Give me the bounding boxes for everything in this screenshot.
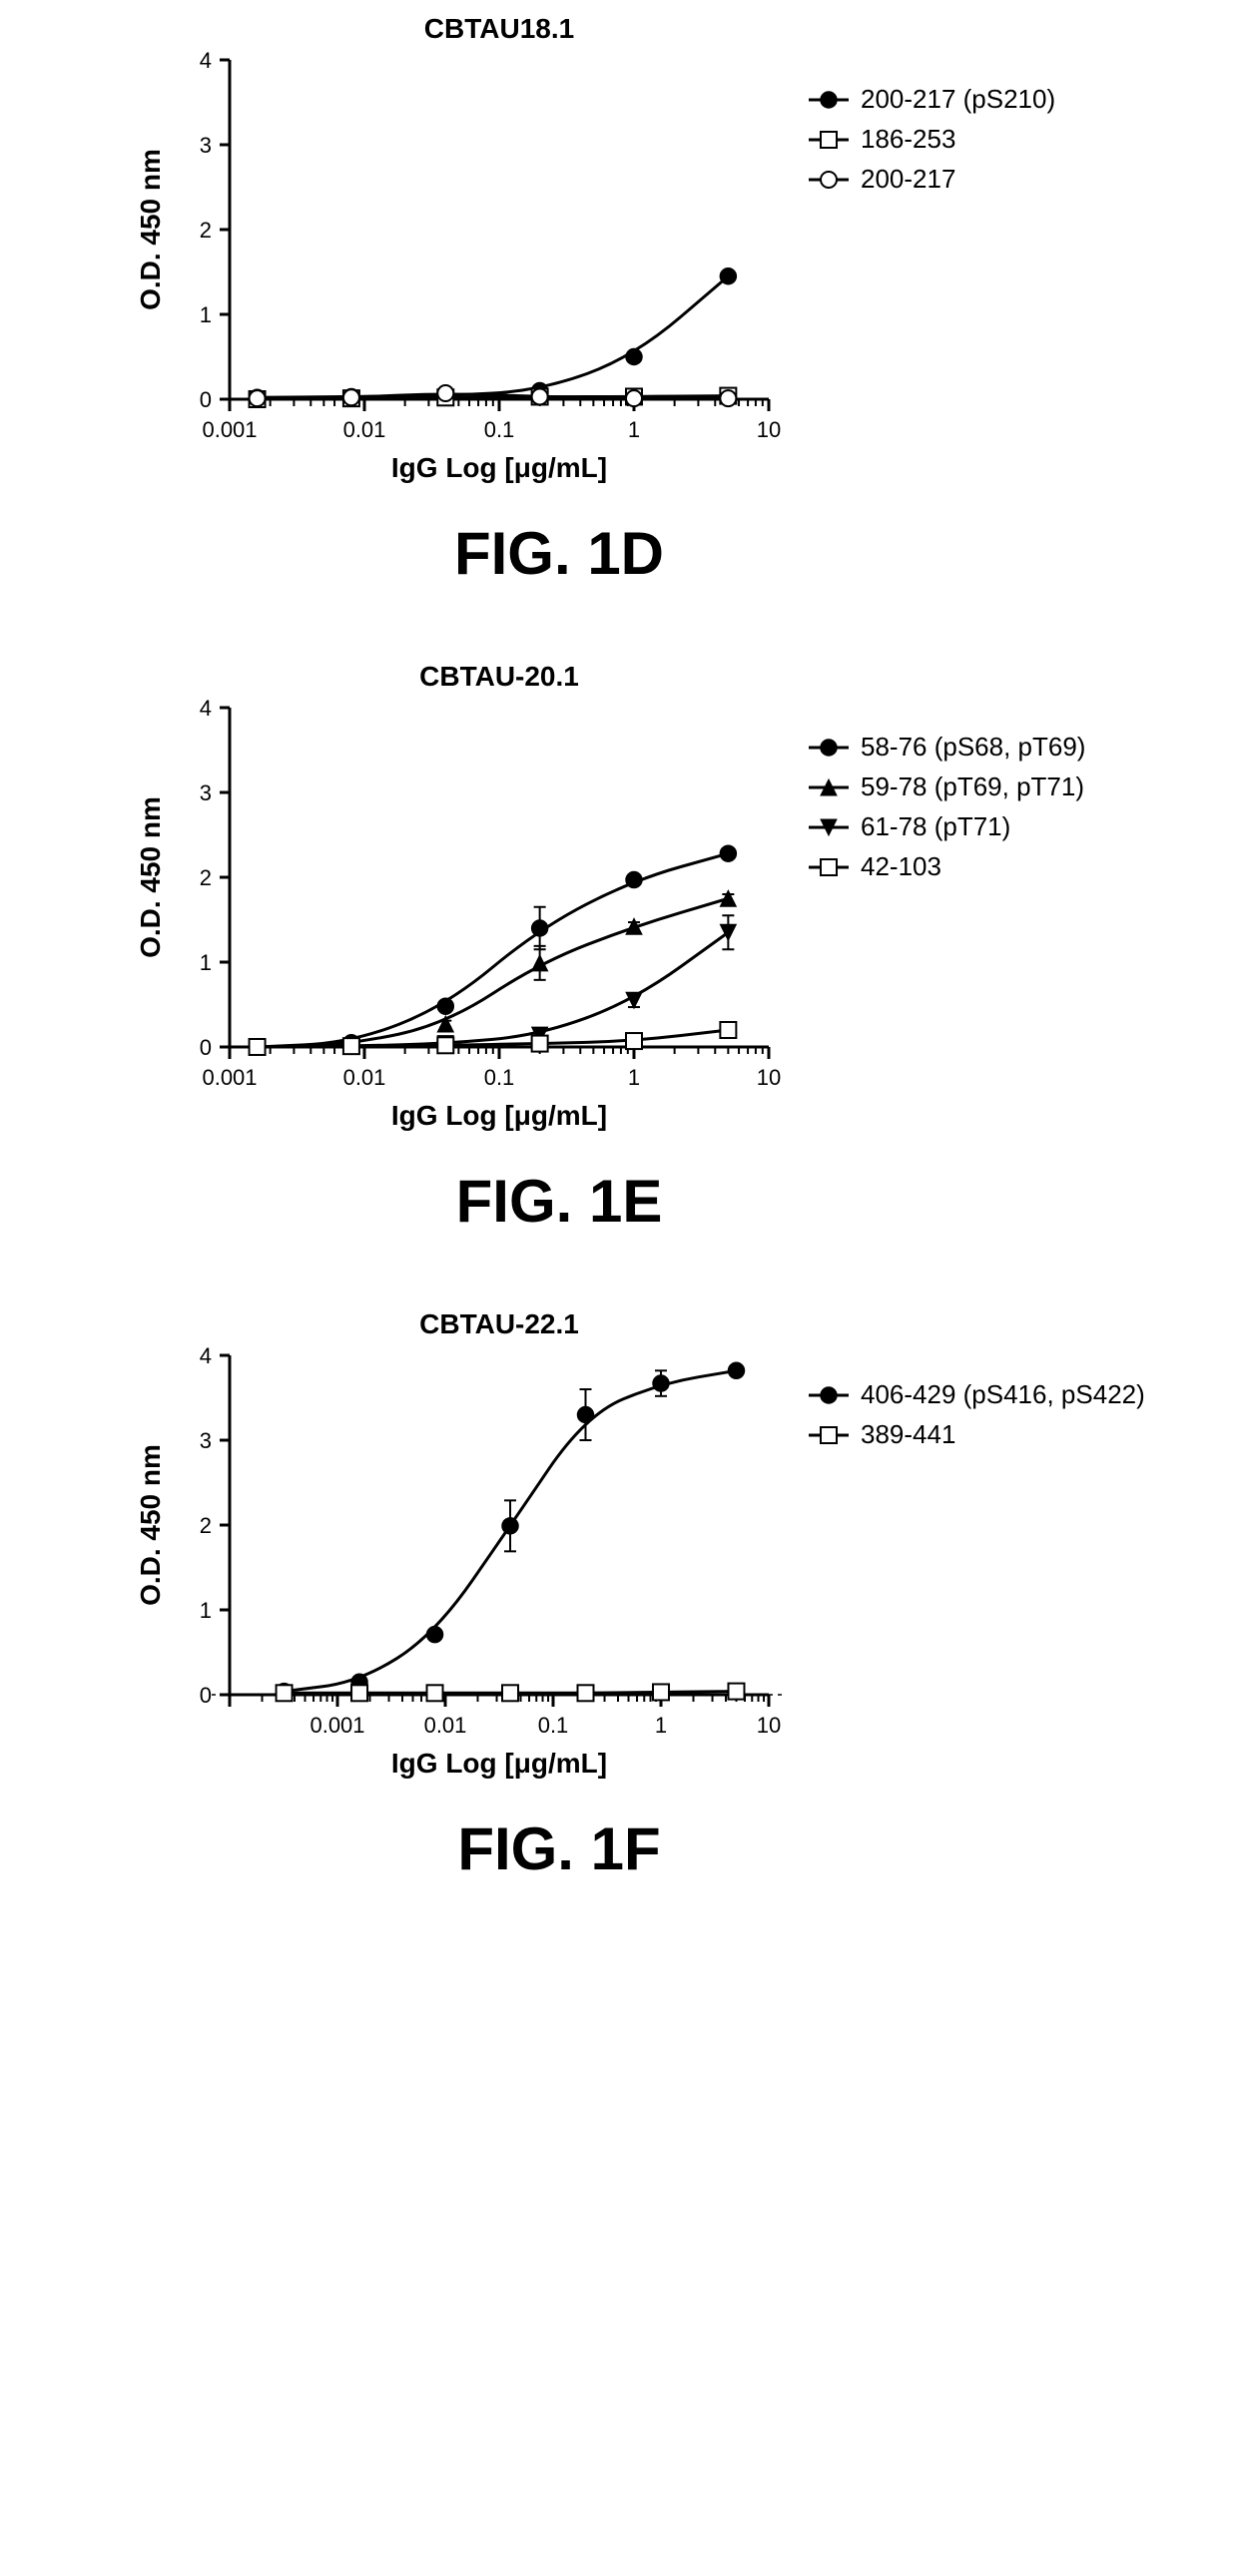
legend-label: 186-253	[861, 124, 955, 154]
figure-caption: FIG. 1D	[120, 519, 998, 588]
y-tick-label: 1	[200, 1598, 212, 1623]
x-tick-label: 1	[655, 1713, 667, 1738]
figure-fig1f: CBTAU-22.1 0 1 2 3 4 O.D. 450 nm 0.001 0.01 0.1 1 1…	[0, 1295, 1238, 1883]
x-tick-label: 0.01	[343, 1065, 386, 1090]
x-tick-label: 1	[628, 1065, 640, 1090]
x-tick-label: 0.1	[538, 1713, 569, 1738]
y-axis-label: O.D. 450 nm	[135, 796, 166, 958]
x-tick-label: 0.01	[343, 417, 386, 442]
x-tick-label: 1	[628, 417, 640, 442]
y-tick-label: 3	[200, 133, 212, 158]
x-axis-label: IgG Log [μg/mL]	[391, 1748, 607, 1779]
chart-title: CBTAU18.1	[424, 13, 574, 44]
x-axis-label: IgG Log [μg/mL]	[391, 1100, 607, 1131]
y-tick-label: 1	[200, 302, 212, 327]
y-tick-label: 4	[200, 48, 212, 73]
y-tick-label: 4	[200, 1343, 212, 1368]
legend-label: 58-76 (pS68, pT69)	[861, 732, 1085, 762]
y-tick-label: 2	[200, 1513, 212, 1538]
y-tick-label: 3	[200, 1428, 212, 1453]
y-tick-label: 4	[200, 696, 212, 721]
figure-fig1e: CBTAU-20.1 0 1 2 3 4 O.D. 450 nm 0.001 0.01 0.1 1 1…	[0, 648, 1238, 1236]
chart-fig1d: CBTAU18.1 0 1 2 3 4 O.D. 450 nm 0.001 0.01 0.1 1 10…	[120, 0, 1178, 509]
series-line	[258, 276, 729, 398]
legend-label: 61-78 (pT71)	[861, 811, 1010, 841]
legend-label: 389-441	[861, 1419, 955, 1449]
figure-fig1d: CBTAU18.1 0 1 2 3 4 O.D. 450 nm 0.001 0.01 0.1 1 10…	[0, 0, 1238, 588]
legend-label: 406-429 (pS416, pS422)	[861, 1379, 1145, 1409]
y-tick-label: 0	[200, 387, 212, 412]
chart-title: CBTAU-22.1	[419, 1308, 579, 1339]
figure-caption: FIG. 1E	[120, 1167, 998, 1236]
y-tick-label: 0	[200, 1035, 212, 1060]
series-line	[258, 853, 729, 1047]
y-tick-label: 2	[200, 218, 212, 243]
legend-label: 59-78 (pT69, pT71)	[861, 772, 1084, 801]
figure-caption: FIG. 1F	[120, 1814, 998, 1883]
chart-fig1e: CBTAU-20.1 0 1 2 3 4 O.D. 450 nm 0.001 0.01 0.1 1 1…	[120, 648, 1178, 1157]
y-tick-label: 1	[200, 950, 212, 975]
y-tick-label: 3	[200, 780, 212, 805]
y-tick-label: 0	[200, 1683, 212, 1708]
x-tick-label: 0.1	[484, 417, 515, 442]
series-line	[258, 932, 729, 1047]
chart-title: CBTAU-20.1	[419, 661, 579, 692]
y-axis-label: O.D. 450 nm	[135, 149, 166, 310]
x-tick-label: 10	[757, 417, 781, 442]
legend-label: 42-103	[861, 851, 941, 881]
x-tick-label: 0.001	[202, 417, 257, 442]
x-tick-label: 0.001	[202, 1065, 257, 1090]
series-line	[258, 898, 729, 1047]
x-tick-label: 10	[757, 1065, 781, 1090]
x-tick-label: 0.01	[424, 1713, 467, 1738]
x-axis-label: IgG Log [μg/mL]	[391, 452, 607, 483]
legend-label: 200-217 (pS210)	[861, 84, 1055, 114]
y-axis-label: O.D. 450 nm	[135, 1444, 166, 1606]
x-tick-label: 0.001	[310, 1713, 364, 1738]
chart-fig1f: CBTAU-22.1 0 1 2 3 4 O.D. 450 nm 0.001 0.01 0.1 1 1…	[120, 1295, 1178, 1804]
legend-label: 200-217	[861, 164, 955, 194]
x-tick-label: 10	[757, 1713, 781, 1738]
y-tick-label: 2	[200, 865, 212, 890]
x-tick-label: 0.1	[484, 1065, 515, 1090]
